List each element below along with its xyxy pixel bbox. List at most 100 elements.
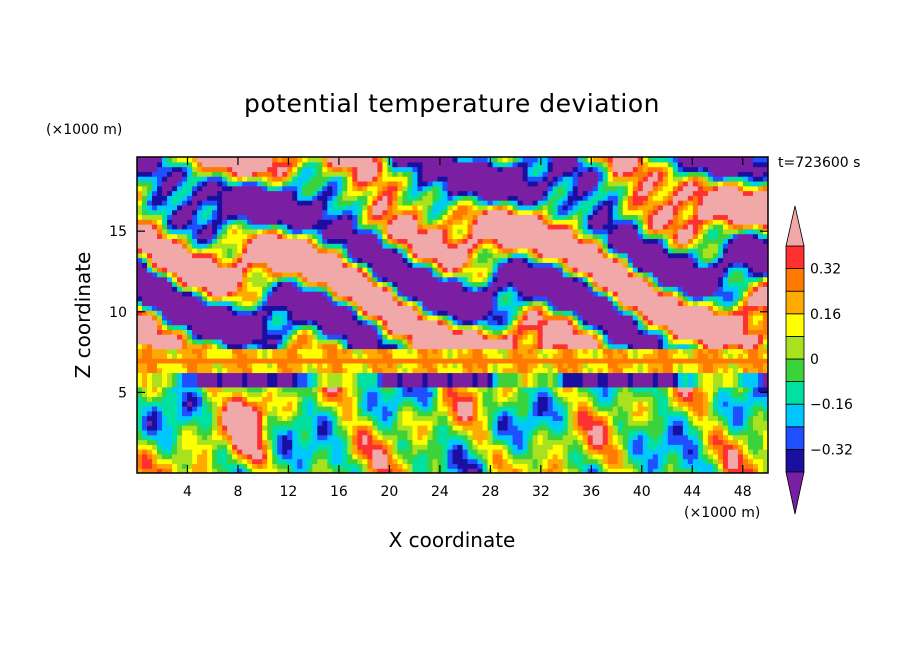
heatmap-cell [187,171,193,177]
heatmap-cell [257,401,268,407]
heatmap-cell [217,180,223,187]
heatmap-cell [297,415,313,421]
heatmap-cell [202,214,208,220]
heatmap-cell [302,367,308,374]
heatmap-cell [532,295,549,302]
heatmap-cell [707,458,714,465]
heatmap-cell [312,382,318,388]
heatmap-cell [342,166,348,172]
heatmap-cell [292,410,298,417]
heatmap-cell [152,372,163,378]
heatmap-cell [567,415,574,421]
heatmap-cell [357,185,363,192]
heatmap-cell [452,324,459,330]
heatmap-cell [197,458,208,465]
heatmap-cell [152,386,158,393]
heatmap-cell [622,405,634,412]
heatmap-cell [512,338,519,345]
heatmap-cell [492,204,499,211]
heatmap-cell [307,444,318,450]
heatmap-cell [247,353,258,359]
heatmap-cell [367,386,378,393]
heatmap-cell [682,291,689,297]
heatmap-cell [602,343,609,350]
heatmap-cell [757,319,764,326]
heatmap-cell [392,449,399,455]
heatmap-cell [202,291,208,297]
heatmap-cell [417,353,424,359]
heatmap-cell [652,190,659,196]
heatmap-cell [712,429,724,436]
heatmap-cell [427,214,439,220]
heatmap-cell [692,300,699,307]
heatmap-cell [312,338,318,345]
heatmap-cell [267,310,273,316]
heatmap-cell [677,185,684,192]
heatmap-cell [247,458,253,465]
heatmap-cell [507,444,514,450]
heatmap-cell [407,295,414,302]
heatmap-cell [417,185,424,192]
heatmap-cell [327,362,333,369]
heatmap-cell [627,420,649,426]
heatmap-cell [417,190,424,196]
heatmap-cell [727,463,739,469]
heatmap-cell [312,429,318,436]
heatmap-cell [437,276,444,283]
heatmap-cell [567,453,584,460]
heatmap-cell [387,238,394,244]
heatmap-cell [677,161,684,168]
heatmap-cell [517,291,524,297]
heatmap-cell [667,425,674,431]
heatmap-cell [212,453,218,460]
heatmap-cell [147,204,153,211]
heatmap-cell [242,243,248,249]
heatmap-cell [577,157,584,163]
heatmap-cell [742,377,759,383]
heatmap-cell [762,324,768,330]
heatmap-cell [697,444,704,450]
heatmap-cell [337,420,343,426]
heatmap-cell [437,185,444,192]
heatmap-cell [177,382,183,388]
heatmap-cell [572,401,579,407]
heatmap-cell [667,453,679,460]
heatmap-cell [537,372,549,378]
heatmap-cell [532,391,539,397]
heatmap-cell [607,343,614,350]
heatmap-cell [757,343,764,350]
heatmap-cell [467,429,474,436]
heatmap-cell [632,410,644,417]
heatmap-cell [377,377,383,383]
heatmap-cell [652,453,659,460]
heatmap-cell [357,396,363,402]
heatmap-cell [437,224,449,230]
heatmap-cell [427,209,434,216]
heatmap-cell [702,372,714,378]
heatmap-cell [262,405,268,412]
heatmap-cell [727,401,754,407]
heatmap-cell [222,257,233,263]
heatmap-cell [142,410,148,417]
heatmap-cell [647,405,654,412]
heatmap-cell [372,157,378,163]
heatmap-cell [337,401,353,407]
heatmap-cell [227,233,248,239]
heatmap-cell [662,233,669,239]
heatmap-cell [512,415,519,421]
heatmap-cell [762,429,768,436]
heatmap-cell [492,434,499,441]
heatmap-cell [557,257,564,263]
heatmap-cell [332,219,353,225]
heatmap-cell [442,233,449,239]
heatmap-cell [347,453,353,460]
heatmap-cell [632,449,644,455]
heatmap-cell [327,429,333,436]
heatmap-cell [567,195,584,201]
heatmap-cell [292,166,298,172]
heatmap-cell [542,209,549,216]
heatmap-cell [667,195,674,201]
heatmap-cell [737,444,744,450]
heatmap-cell [607,214,614,220]
heatmap-cell [317,429,328,436]
